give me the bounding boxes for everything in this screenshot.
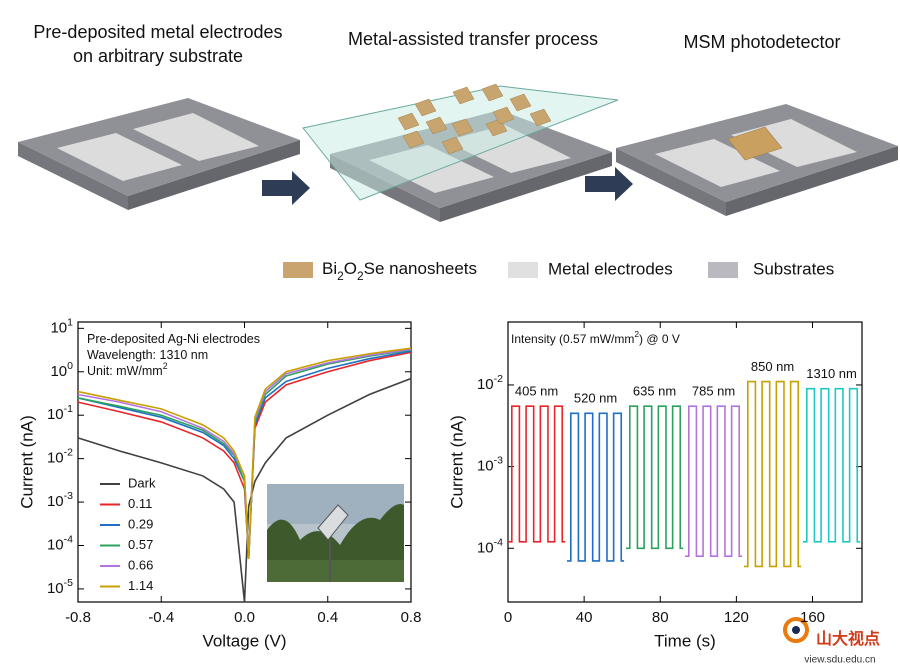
x-tick-label: 0.8: [401, 609, 422, 626]
series-label: 635 nm: [633, 384, 676, 399]
y-tick-label: 10-3: [477, 454, 503, 474]
series-line: [567, 412, 625, 562]
x-tick-label: 40: [576, 609, 593, 626]
annotation: Pre-deposited Ag-Ni electrodes: [87, 332, 260, 346]
arrow: [262, 171, 310, 205]
series-line: [626, 405, 684, 550]
legend-label: Bi2O2Se nanosheets: [322, 259, 477, 283]
x-tick-label: 0.0: [234, 609, 255, 626]
y-tick-label: 100: [50, 360, 73, 380]
watermark-url: view.sdu.edu.cn: [804, 655, 875, 666]
step-title: Pre-deposited metal electrodes: [33, 22, 282, 42]
x-tick-label: 0: [504, 609, 512, 626]
series-line: [685, 405, 743, 558]
watermark-name: 山大视点: [816, 629, 880, 648]
legend-label: Metal electrodes: [548, 259, 673, 278]
series-label: 785 nm: [692, 384, 735, 399]
chart: -0.8 -0.4 0.0 0.4 0.8 10-5 10-4 10-3 10-2 10-1 100…: [17, 316, 421, 650]
x-tick-label: 120: [724, 609, 749, 626]
watermark: 山大视点 view.sdu.edu.cn: [783, 617, 880, 666]
legend-label: 0.29: [128, 516, 153, 531]
legend-swatch: [508, 262, 538, 278]
y-tick-label: 10-4: [47, 533, 73, 553]
chart: 0 40 80 120 160 10-4 10-3 10-2 Time (s) Current (…: [447, 321, 863, 650]
series-line: [803, 387, 861, 543]
series-label: 405 nm: [515, 384, 558, 399]
step-title: on arbitrary substrate: [73, 46, 243, 66]
y-tick-label: 10-2: [477, 373, 503, 393]
y-tick-label: 101: [50, 316, 73, 336]
x-axis-label: Voltage (V): [202, 631, 286, 650]
device-flake: [727, 126, 783, 161]
x-tick-label: -0.4: [148, 609, 174, 626]
y-tick-label: 10-4: [477, 536, 503, 556]
x-tick-label: 160: [800, 609, 825, 626]
y-tick-label: 10-3: [47, 490, 73, 510]
legend-label: 1.14: [128, 578, 153, 593]
legend-swatch: [708, 262, 738, 278]
x-tick-label: 80: [652, 609, 669, 626]
annotation: Wavelength: 1310 nm: [87, 348, 208, 362]
series-label: 520 nm: [574, 391, 617, 406]
series-label: 850 nm: [751, 359, 794, 374]
y-axis-label: Current (nA): [17, 415, 36, 509]
y-tick-label: 10-1: [47, 403, 73, 423]
legend-label: Dark: [128, 475, 156, 490]
step-title: MSM photodetector: [683, 32, 840, 52]
legend-label: 0.66: [128, 557, 153, 572]
x-tick-label: 0.4: [317, 609, 338, 626]
step-title: Metal-assisted transfer process: [348, 29, 598, 49]
legend-label: 0.57: [128, 537, 153, 552]
series-line: [77, 347, 412, 559]
legend-label: Substrates: [753, 259, 834, 278]
y-tick-label: 10-5: [47, 577, 73, 597]
plot-frame: [507, 321, 863, 603]
series-line: [744, 380, 802, 568]
inset-photo: [267, 484, 404, 582]
series-line: [77, 377, 412, 603]
series-label: 1310 nm: [806, 366, 857, 381]
schematic: Pre-deposited metal electrodes on arbitr…: [18, 22, 898, 283]
legend-swatch: [283, 262, 313, 278]
annotation: Intensity (0.57 mW/mm2) @ 0 V: [511, 329, 680, 346]
y-tick-label: 10-2: [47, 446, 73, 466]
series-line: [508, 405, 566, 543]
x-axis-label: Time (s): [654, 631, 716, 650]
annotation: Unit: mW/mm2: [87, 361, 168, 378]
legend-label: 0.11: [128, 496, 152, 511]
x-tick-label: -0.8: [65, 609, 91, 626]
y-axis-label: Current (nA): [447, 415, 466, 509]
